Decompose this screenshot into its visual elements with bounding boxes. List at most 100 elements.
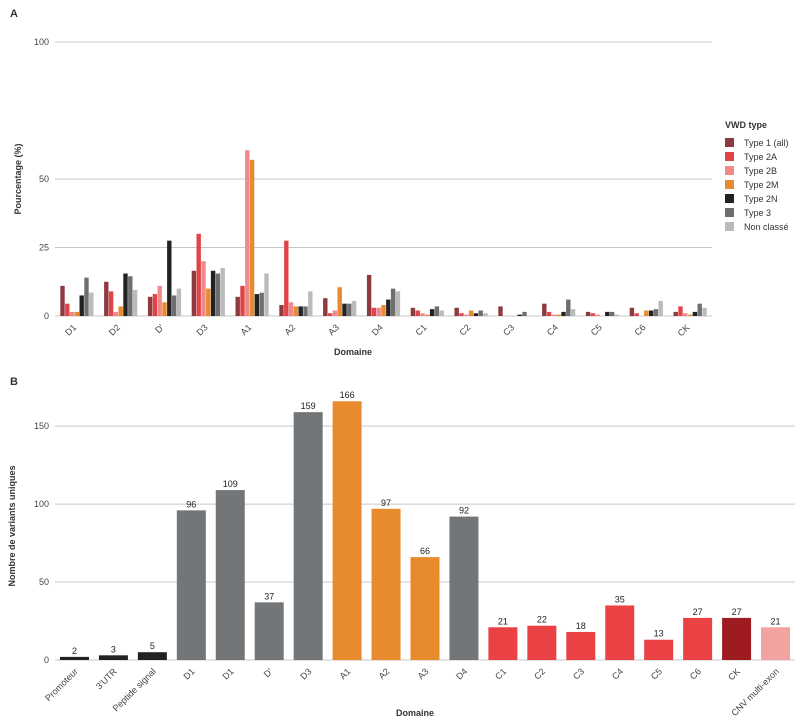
panel-a-bar — [429, 309, 435, 316]
panel-a-bar — [634, 313, 639, 316]
panel-b-bar — [683, 617, 713, 660]
panel-b-bar — [215, 490, 245, 660]
panel-b-data-label: 37 — [264, 591, 274, 601]
panel-a-bar — [279, 305, 284, 316]
panel-a-bar — [264, 273, 269, 316]
panel-a-bar — [614, 314, 620, 316]
panel-b-bar — [566, 631, 596, 660]
panel-b-x-tick-label: C1 — [493, 666, 508, 681]
panel-a-bar — [113, 311, 119, 316]
panel-a-bar — [376, 307, 381, 316]
panel-a-x-tick-label: C2 — [457, 322, 472, 337]
panel-b-x-tick-label: A3 — [416, 666, 431, 681]
panel-a-label: A — [10, 8, 18, 20]
panel-a-y-tick-label: 0 — [44, 311, 49, 321]
panel-b-data-label: 22 — [537, 615, 547, 625]
panel-a-bar — [683, 313, 688, 316]
panel-a-y-ticks: 0 25 50 100 — [34, 37, 49, 321]
panel-a-bar — [254, 294, 260, 316]
legend-swatch — [725, 194, 734, 203]
panel-a-bar — [551, 314, 557, 316]
panel-a-bar — [104, 281, 109, 316]
panel-b-x-tick-label: D1 — [220, 666, 235, 681]
panel-a-bar — [201, 261, 206, 316]
panel-a-bar — [566, 299, 571, 316]
panel-a-bar — [678, 306, 683, 316]
panel-a-bar — [420, 313, 425, 316]
panel-a-bar — [298, 306, 303, 316]
panel-a-bar — [162, 302, 167, 316]
panel-b-y-tick-label: 0 — [44, 655, 49, 665]
panel-b-data-label: 21 — [771, 616, 781, 626]
panel-b-x-tick-label: A2 — [377, 666, 392, 681]
panel-a-bar — [89, 292, 94, 316]
panel-b-bar — [59, 656, 89, 660]
panel-b-label: B — [10, 376, 18, 388]
panel-a-bar — [498, 306, 503, 316]
legend-swatch — [725, 208, 734, 217]
panel-b-x-tick-label: D1 — [182, 666, 197, 681]
panel-a-bar — [478, 310, 483, 316]
panel-b-data-label: 5 — [150, 641, 155, 651]
panel-b-bar — [137, 652, 167, 660]
panel-a-bar — [473, 313, 479, 316]
panel-b-y-tick-label: 50 — [39, 577, 49, 587]
panel-a-bar — [386, 299, 391, 316]
panel-a-x-ticks: D1 D2 D' D3 A1 A2 A3 D4 C1 C2 C3 C4 C5 C6 CK — [63, 322, 691, 338]
panel-a-bar — [561, 311, 566, 316]
panel-a-bar — [337, 287, 342, 316]
panel-b-data-label: 27 — [693, 607, 703, 617]
panel-a-bar — [381, 305, 386, 316]
panel-b-x-tick-label: CK — [726, 666, 742, 682]
panel-a-bar — [128, 276, 133, 316]
panel-a-bar — [60, 285, 65, 316]
panel-a-x-tick-label: D2 — [107, 322, 122, 337]
panel-a-bar — [65, 303, 70, 316]
legend-swatch — [725, 152, 734, 161]
panel-b-x-tick-label: 3'UTR — [94, 666, 119, 691]
panel-a-bar — [595, 314, 600, 316]
panel-a-x-tick-label: A3 — [326, 322, 341, 337]
panel-b-y-ticks: 0 50 100 150 — [34, 421, 49, 665]
panel-a-bar — [308, 291, 313, 316]
panel-a-bar — [108, 291, 114, 316]
panel-b-bar — [254, 602, 284, 660]
panel-b-x-tick-label: D4 — [454, 666, 469, 681]
legend-entry-label: Type 2B — [744, 166, 777, 176]
panel-a-bar — [323, 298, 328, 316]
panel-a-bar — [434, 306, 440, 316]
panel-a-bar — [196, 233, 201, 316]
panel-a-bar — [84, 277, 89, 316]
legend-entry-label: Type 2A — [744, 152, 777, 162]
panel-b-data-label: 66 — [420, 546, 430, 556]
panel-a-x-tick-label: D' — [153, 322, 166, 335]
panel-a-x-tick-label: C6 — [633, 322, 648, 337]
panel-a-bar — [215, 273, 221, 316]
panel-b-bar — [449, 516, 479, 660]
panel-a-bar — [542, 303, 547, 316]
panel-b-x-tick-label: C3 — [571, 666, 586, 681]
panel-a-bar — [351, 300, 357, 316]
panel-a-bar — [69, 311, 75, 316]
panel-a-bar — [152, 294, 158, 316]
panel-a-bar — [74, 311, 80, 316]
legend-swatch — [725, 138, 734, 147]
panel-a-bar — [123, 273, 128, 316]
panel-b-bar — [605, 605, 635, 660]
panel-a-bar — [327, 313, 333, 316]
panel-b-bar — [293, 412, 323, 660]
panel-a-bar — [259, 292, 264, 316]
panel-a-bar — [147, 296, 153, 316]
panel-b-data-label: 35 — [615, 594, 625, 604]
panel-a-x-tick-label: C3 — [501, 322, 516, 337]
panel-a-bar — [410, 307, 416, 316]
panel-b-data-label: 97 — [381, 498, 391, 508]
panel-b-x-tick-label: C2 — [532, 666, 547, 681]
panel-b-x-tick-label: Promoteur — [43, 666, 80, 703]
panel-a-bar — [590, 313, 596, 316]
panel-b-x-tick-label: D3 — [298, 666, 313, 681]
panel-a-x-tick-label: CK — [676, 322, 692, 338]
panel-a-bar — [673, 311, 678, 316]
panel-a-bar — [342, 303, 347, 316]
